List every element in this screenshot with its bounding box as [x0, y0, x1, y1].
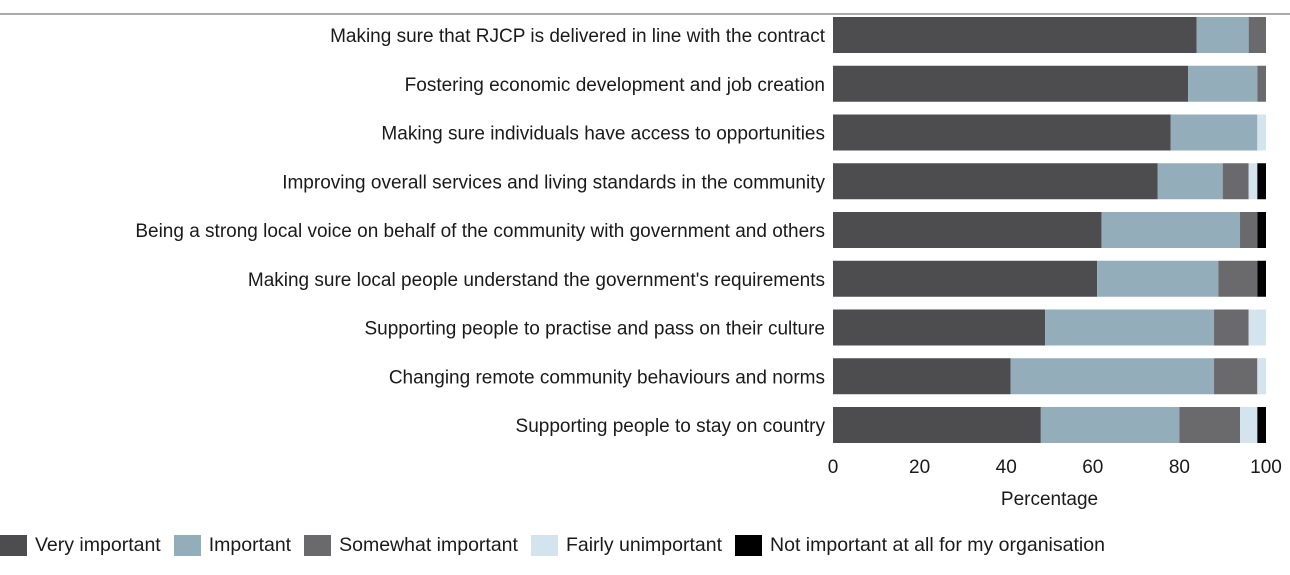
bar-segment: [833, 17, 1197, 53]
category-label: Fostering economic development and job c…: [405, 75, 825, 96]
x-tick-label: 80: [1169, 457, 1190, 478]
category-label: Making sure local people understand the …: [248, 270, 825, 291]
bar-segment: [1248, 309, 1266, 346]
legend-item: Somewhat important: [304, 534, 518, 557]
bar-segment: [1248, 17, 1266, 53]
bar-segment: [1222, 163, 1249, 200]
bar-segment: [1240, 407, 1258, 443]
bar-segment: [1257, 65, 1266, 102]
bar-segment: [1257, 407, 1266, 443]
category-label: Supporting people to practise and pass o…: [364, 319, 825, 340]
bar-segment: [1248, 163, 1258, 200]
bar-segment: [1257, 358, 1266, 395]
legend: Very important Important Somewhat importan…: [0, 525, 1290, 565]
stacked-bar-chart: Making sure that RJCP is delivered in li…: [0, 13, 1290, 510]
legend-item: Important: [173, 533, 292, 557]
x-axis-ticks: 0 20 40 60 80 100: [828, 457, 1282, 478]
legend-item: Not important at all for my organisation: [735, 534, 1105, 557]
bar-segment: [833, 358, 1011, 395]
x-tick-label: 100: [1250, 457, 1282, 478]
bar-segment: [1257, 114, 1266, 151]
x-tick-label: 20: [909, 457, 930, 478]
bar-segment: [1157, 163, 1223, 200]
legend-swatch: [735, 534, 763, 556]
bar-segment: [1097, 260, 1219, 297]
legend-label: Somewhat important: [339, 533, 518, 556]
x-axis-title: Percentage: [1001, 489, 1098, 510]
category-label: Changing remote community behaviours and…: [389, 367, 825, 388]
bar-segment: [1257, 212, 1266, 248]
category-label: Making sure that RJCP is delivered in li…: [330, 26, 826, 47]
bar-segment: [833, 114, 1171, 151]
bar-segment: [833, 163, 1158, 200]
x-tick-label: 60: [1082, 457, 1103, 478]
legend-item: Very important: [0, 534, 161, 557]
bar-segment: [1010, 358, 1215, 395]
category-label: Supporting people to stay on country: [516, 416, 826, 437]
bar-segment: [1218, 260, 1258, 297]
bar-segment: [833, 407, 1041, 443]
legend-label: Not important at all for my organisation: [770, 533, 1105, 556]
bar-segment: [1196, 17, 1249, 53]
bar-segment: [1214, 358, 1258, 395]
legend-swatch: [0, 534, 27, 556]
legend-swatch: [173, 534, 201, 556]
bar-segment: [1040, 407, 1180, 443]
legend-swatch: [304, 534, 332, 556]
bar-segment: [833, 309, 1046, 346]
legend-label: Fairly unimportant: [565, 533, 723, 556]
legend-label: Very important: [35, 533, 161, 556]
legend-item: Fairly unimportant: [530, 533, 723, 557]
bar-segment: [1101, 212, 1241, 248]
bar-segment: [1045, 309, 1215, 346]
bar-segment: [833, 212, 1102, 248]
legend-label: Important: [208, 533, 292, 556]
bars-layer: [833, 17, 1266, 443]
bar-segment: [1257, 163, 1266, 200]
bar-segment: [1240, 212, 1258, 248]
category-labels: Making sure that RJCP is delivered in li…: [135, 26, 825, 437]
x-tick-label: 40: [996, 457, 1017, 478]
legend-swatch: [530, 534, 558, 556]
bar-segment: [1257, 260, 1266, 297]
bar-segment: [833, 65, 1189, 102]
bar-segment: [1170, 114, 1258, 151]
bar-segment: [1179, 407, 1241, 443]
bar-segment: [833, 260, 1098, 297]
bar-segment: [1188, 65, 1258, 102]
x-tick-label: 0: [828, 457, 839, 478]
category-label: Making sure individuals have access to o…: [381, 124, 825, 145]
category-label: Improving overall services and living st…: [282, 172, 825, 193]
category-label: Being a strong local voice on behalf of …: [135, 221, 825, 242]
bar-segment: [1214, 309, 1249, 346]
